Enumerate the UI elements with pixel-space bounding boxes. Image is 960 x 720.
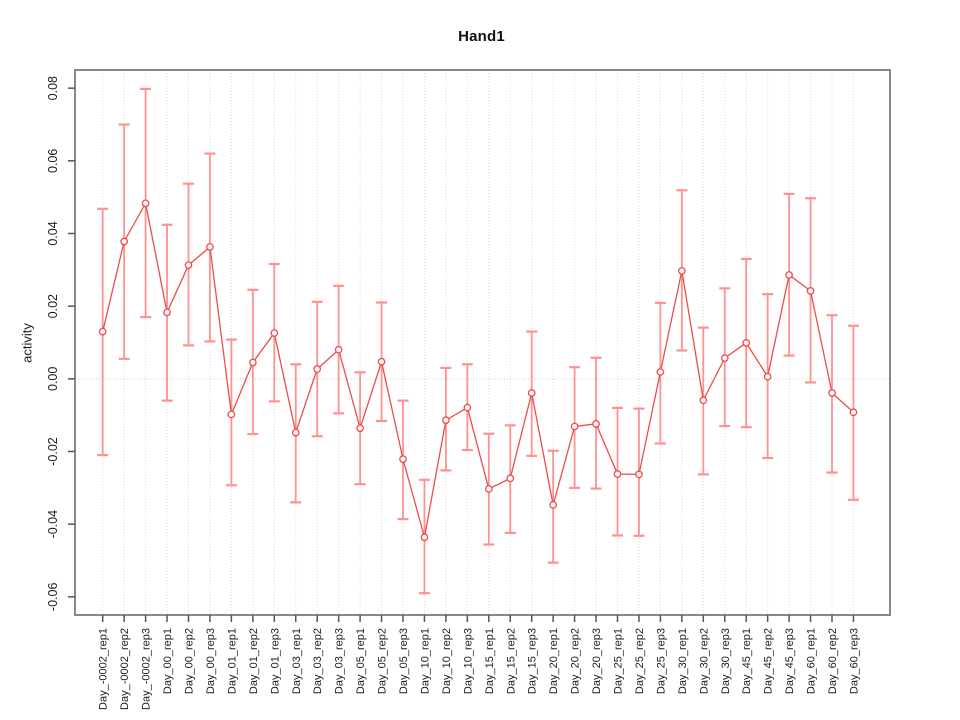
- x-tick-label: Day_15_rep2: [505, 628, 517, 694]
- x-tick-label: Day_01_rep1: [226, 628, 238, 694]
- x-tick-label: Day_20_rep1: [548, 628, 560, 694]
- x-tick-label: Day_00_rep2: [184, 628, 196, 694]
- x-tick-label: Day_30_rep2: [698, 628, 710, 694]
- data-point-marker: [677, 267, 686, 275]
- data-point-marker: [334, 345, 343, 354]
- y-tick-label: 0.00: [46, 367, 60, 391]
- data-point-marker: [849, 408, 858, 417]
- y-tick-label: -0.04: [46, 510, 60, 539]
- x-tick-label: Day_05_rep3: [398, 628, 410, 694]
- data-point-marker: [656, 368, 665, 376]
- data-point-marker: [399, 455, 407, 463]
- data-point-marker: [527, 389, 536, 397]
- data-point-marker: [484, 485, 493, 493]
- data-point-marker: [163, 308, 171, 317]
- x-tick-label: Day_25_rep1: [613, 628, 625, 694]
- y-tick-label: 0.06: [46, 149, 60, 173]
- x-tick-label: Day_01_rep3: [269, 628, 281, 694]
- data-point-marker: [742, 339, 751, 347]
- data-point-marker: [506, 474, 515, 483]
- data-point-marker: [592, 420, 600, 428]
- data-point-marker: [270, 329, 279, 337]
- data-point-marker: [184, 261, 193, 269]
- series-line: [102, 201, 854, 538]
- x-tick-label: Day_05_rep1: [355, 628, 367, 694]
- data-point-marker: [377, 357, 386, 366]
- data-point-marker: [141, 199, 150, 208]
- data-point-marker: [549, 501, 558, 509]
- data-point-marker: [291, 428, 300, 437]
- x-tick-label: Day_-0002_rep2: [119, 628, 131, 710]
- data-point-marker: [120, 237, 129, 246]
- x-tick-label: Day_05_rep2: [377, 628, 389, 694]
- x-tick-label: Day_25_rep2: [634, 628, 646, 694]
- x-tick-label: Day_10_rep2: [441, 628, 453, 694]
- y-tick-label: 0.08: [46, 76, 60, 100]
- x-tick-label: Day_10_rep1: [419, 628, 431, 694]
- x-tick-label: Day_60_rep3: [848, 628, 860, 694]
- x-tick-label: Day_20_rep2: [570, 628, 582, 694]
- y-tick-label: -0.02: [46, 437, 60, 466]
- data-point-marker: [570, 422, 579, 431]
- data-point-marker: [313, 365, 322, 373]
- y-tick-label: 0.02: [46, 294, 60, 318]
- x-tick-label: Day_15_rep1: [484, 628, 496, 694]
- data-point-marker: [828, 389, 836, 397]
- x-tick-label: Day_30_rep3: [720, 628, 732, 694]
- data-point-marker: [720, 354, 729, 362]
- chart-title: Hand1: [458, 28, 505, 45]
- x-tick-label: Day_03_rep2: [312, 628, 324, 694]
- x-tick-label: Day_60_rep2: [827, 628, 839, 694]
- data-point-marker: [420, 533, 429, 542]
- data-point-marker: [763, 372, 772, 381]
- data-point-marker: [98, 327, 107, 336]
- data-point-marker: [785, 271, 793, 279]
- data-point-marker: [806, 287, 815, 295]
- x-tick-label: Day_20_rep3: [591, 628, 603, 694]
- x-tick-label: Day_-0002_rep1: [98, 628, 110, 710]
- data-point-marker: [227, 410, 236, 419]
- data-point-marker: [463, 403, 472, 412]
- data-point-marker: [442, 416, 450, 425]
- data-point-marker: [635, 470, 643, 479]
- x-tick-label: Day_00_rep1: [162, 628, 174, 694]
- x-tick-label: Day_45_rep3: [784, 628, 796, 694]
- x-tick-label: Day_03_rep3: [334, 628, 346, 694]
- data-point-marker: [356, 424, 364, 433]
- x-tick-label: Day_-0002_rep3: [141, 628, 153, 710]
- x-tick-label: Day_45_rep2: [763, 628, 775, 694]
- x-tick-label: Day_03_rep1: [291, 628, 303, 694]
- y-tick-label: 0.04: [46, 221, 60, 245]
- x-tick-label: Day_10_rep3: [462, 628, 474, 694]
- data-point-marker: [206, 243, 214, 251]
- x-tick-label: Day_15_rep3: [527, 628, 539, 694]
- x-tick-label: Day_00_rep3: [205, 628, 217, 694]
- y-tick-label: -0.06: [46, 583, 60, 612]
- x-tick-label: Day_60_rep1: [806, 628, 818, 694]
- x-tick-label: Day_45_rep1: [741, 628, 753, 694]
- data-point-marker: [613, 470, 622, 478]
- x-tick-label: Day_30_rep1: [677, 628, 689, 694]
- data-point-marker: [699, 396, 708, 405]
- x-tick-label: Day_25_rep3: [655, 628, 667, 694]
- data-point-marker: [249, 358, 257, 367]
- plot-box: [74, 69, 891, 616]
- x-tick-label: Day_01_rep2: [248, 628, 260, 694]
